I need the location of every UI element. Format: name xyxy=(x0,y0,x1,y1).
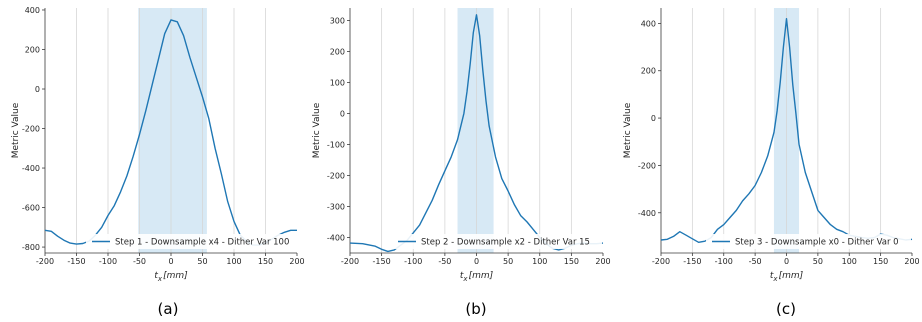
x-tick-label: 100 xyxy=(842,257,857,266)
y-tick-label: 0 xyxy=(35,85,40,94)
x-tick-label: 0 xyxy=(168,257,173,266)
legend-label: Step 3 - Downsample x0 - Dither Var 0 xyxy=(735,238,899,248)
y-axis-label: Metric Value xyxy=(623,102,633,158)
x-tick-label: 50 xyxy=(197,257,207,266)
x-tick-label: 0 xyxy=(784,257,789,266)
highlight-band xyxy=(138,8,207,253)
y-tick-label: 200 xyxy=(641,67,656,76)
legend-box xyxy=(392,234,602,249)
x-tick-label: -200 xyxy=(341,257,359,266)
y-tick-label: -200 xyxy=(22,125,40,134)
y-tick-label: -600 xyxy=(22,204,40,213)
x-tick-label: 100 xyxy=(532,257,547,266)
x-axis-label: tx[mm] xyxy=(770,271,804,283)
panel-caption: (c) xyxy=(776,300,796,318)
y-tick-label: 0 xyxy=(340,109,345,118)
legend-box xyxy=(86,234,296,249)
chart-panel-3: -200 -150 -100 -50 0 50 100 150 200 -400 -200 0 200 4… xyxy=(623,8,920,318)
x-tick-label: 200 xyxy=(595,257,610,266)
x-tick-label: 150 xyxy=(564,257,579,266)
x-axis-label-base: t xyxy=(460,271,464,281)
panel-caption: (a) xyxy=(158,300,179,318)
y-tick-label: -400 xyxy=(638,209,656,218)
x-axis-label-subscript: x xyxy=(462,275,468,283)
x-tick-label: 200 xyxy=(289,257,304,266)
y-tick-label: 200 xyxy=(330,47,345,56)
chart-panel-2: -200 -150 -100 -50 0 50 100 150 200 -400 -300 -200 -… xyxy=(312,8,611,318)
y-axis-label: Metric Value xyxy=(312,102,322,158)
x-tick-label: 0 xyxy=(474,257,479,266)
x-axis-label-unit: [mm] xyxy=(779,271,804,281)
y-tick-label: 0 xyxy=(651,114,656,123)
x-axis-label-subscript: x xyxy=(157,275,163,283)
y-tick-label: -100 xyxy=(327,140,345,149)
x-tick-label: 50 xyxy=(813,257,823,266)
x-tick-label: 100 xyxy=(226,257,241,266)
x-axis-label: tx[mm] xyxy=(460,271,494,283)
x-tick-label: 150 xyxy=(258,257,273,266)
x-axis-label-base: t xyxy=(770,271,774,281)
legend-label: Step 1 - Downsample x4 - Dither Var 100 xyxy=(115,238,289,248)
x-tick-label: -150 xyxy=(373,257,391,266)
chart-panel-1: -200 -150 -100 -50 0 50 100 150 200 -800 -600 -400 -… xyxy=(11,6,305,318)
x-tick-label: 150 xyxy=(873,257,888,266)
y-tick-label: -800 xyxy=(22,243,40,252)
panel-caption: (b) xyxy=(465,300,486,318)
y-tick-label: 100 xyxy=(330,78,345,87)
y-tick-label: -400 xyxy=(22,164,40,173)
x-tick-label: 200 xyxy=(904,257,919,266)
x-axis-label-base: t xyxy=(154,271,158,281)
x-tick-label: -150 xyxy=(683,257,701,266)
x-tick-label: -100 xyxy=(99,257,117,266)
y-tick-label: -200 xyxy=(327,171,345,180)
y-tick-label: -200 xyxy=(638,161,656,170)
highlight-band xyxy=(457,8,494,253)
x-axis-label-unit: [mm] xyxy=(163,271,188,281)
x-axis-label-subscript: x xyxy=(772,275,778,283)
x-tick-label: -50 xyxy=(438,257,451,266)
y-tick-label: 300 xyxy=(330,16,345,25)
x-tick-label: -50 xyxy=(133,257,146,266)
x-tick-label: -200 xyxy=(36,257,54,266)
legend-label: Step 2 - Downsample x2 - Dither Var 15 xyxy=(421,238,590,248)
chart-panels: -200 -150 -100 -50 0 50 100 150 200-800-600-400-… xyxy=(11,6,920,318)
x-tick-label: -150 xyxy=(67,257,85,266)
legend-box xyxy=(706,234,911,249)
x-axis-label-unit: [mm] xyxy=(469,271,494,281)
x-axis-label: tx[mm] xyxy=(154,271,188,283)
y-tick-label: 400 xyxy=(25,6,40,15)
y-tick-label: 400 xyxy=(641,19,656,28)
y-axis-label: Metric Value xyxy=(11,102,21,158)
x-tick-label: -50 xyxy=(749,257,762,266)
x-tick-label: -200 xyxy=(652,257,670,266)
y-tick-label: -400 xyxy=(327,233,345,242)
y-tick-label: -300 xyxy=(327,202,345,211)
y-tick-label: 200 xyxy=(25,45,40,54)
x-tick-label: 50 xyxy=(503,257,513,266)
x-tick-label: -100 xyxy=(404,257,422,266)
x-tick-label: -100 xyxy=(715,257,733,266)
